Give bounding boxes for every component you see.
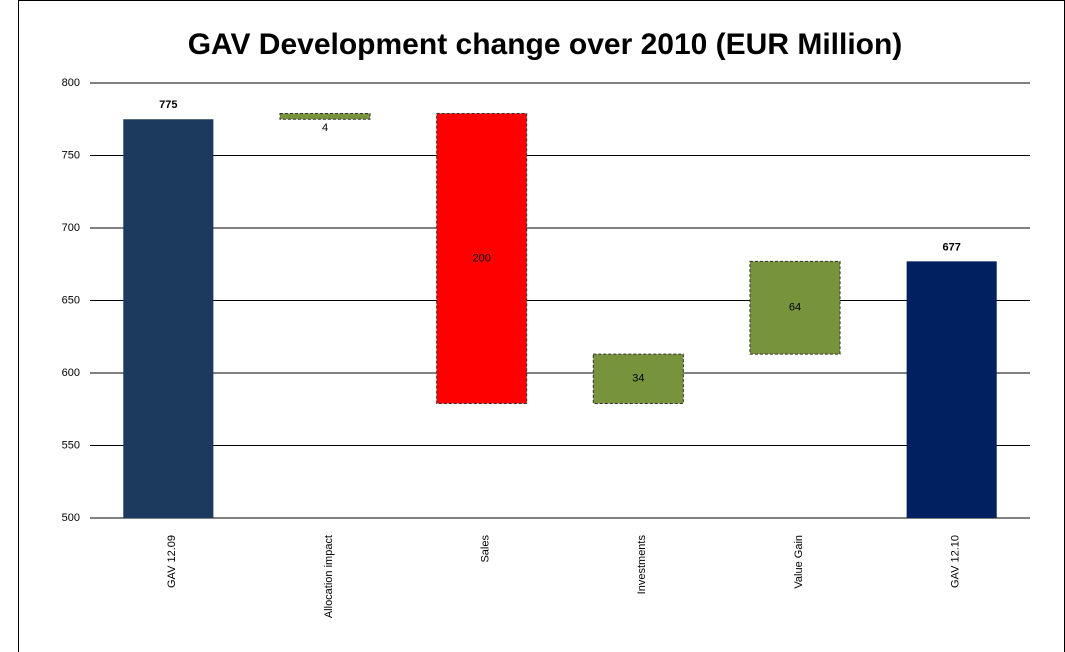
x-tick-label: Allocation impact	[323, 535, 335, 618]
x-tick-label: Investments	[636, 535, 648, 595]
y-tick-label: 550	[62, 439, 80, 451]
x-tick-label: GAV 12.09	[166, 535, 178, 588]
delta-bar	[749, 260, 841, 355]
y-tick-label: 650	[62, 294, 80, 306]
y-tick-label: 700	[62, 222, 80, 234]
y-tick-label: 750	[62, 149, 80, 161]
value-label: 4	[322, 122, 328, 134]
value-label: 34	[632, 373, 644, 385]
chart-title: GAV Development change over 2010 (EUR Mi…	[188, 28, 903, 61]
delta-bar	[592, 353, 684, 404]
x-tick-label: Value Gain	[793, 535, 805, 589]
value-label: 200	[472, 252, 490, 264]
x-tick-label: GAV 12.10	[950, 535, 962, 588]
x-tick-label: Sales	[480, 535, 492, 563]
y-tick-label: 800	[62, 77, 80, 89]
value-label: 677	[942, 241, 960, 253]
y-tick-label: 500	[62, 512, 80, 524]
total-bar	[123, 119, 214, 518]
total-bar	[906, 261, 997, 518]
y-tick-label: 600	[62, 367, 80, 379]
value-label: 64	[789, 302, 801, 314]
delta-bar	[436, 112, 528, 404]
delta-bar	[279, 112, 371, 120]
value-label: 775	[159, 99, 177, 111]
